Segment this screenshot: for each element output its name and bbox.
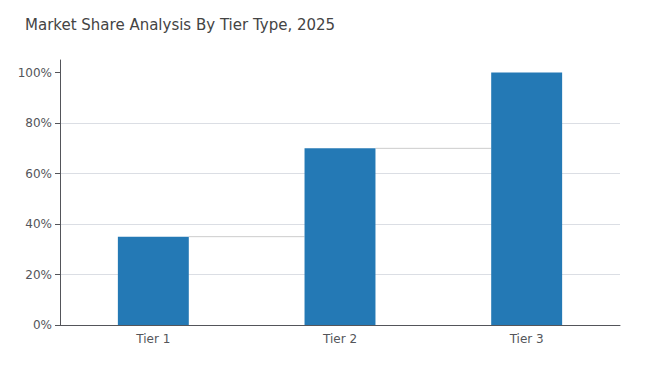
svg-text:Tier 2: Tier 2 [322, 332, 357, 346]
svg-text:20%: 20% [25, 268, 52, 282]
svg-text:Market Share Analysis By Tier: Market Share Analysis By Tier Type, 2025 [25, 16, 335, 34]
svg-text:Tier 1: Tier 1 [135, 332, 170, 346]
svg-text:60%: 60% [25, 167, 52, 181]
svg-text:80%: 80% [25, 116, 52, 130]
svg-text:100%: 100% [18, 66, 52, 80]
svg-text:0%: 0% [33, 318, 52, 332]
svg-text:Tier 3: Tier 3 [509, 332, 544, 346]
svg-text:40%: 40% [25, 217, 52, 231]
